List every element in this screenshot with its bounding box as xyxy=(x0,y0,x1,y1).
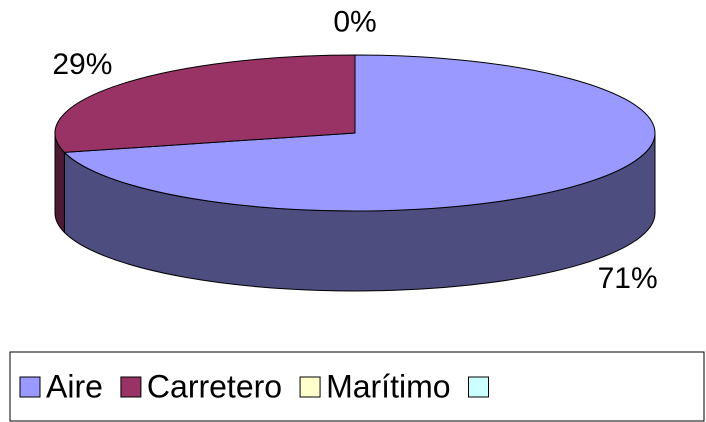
pie xyxy=(54,54,656,292)
legend-label: Aire xyxy=(46,368,103,404)
data-label: 29% xyxy=(52,48,112,81)
legend-label: Marítimo xyxy=(326,368,450,404)
legend-swatch xyxy=(19,376,41,398)
legend-swatch xyxy=(299,376,321,398)
legend-label: Carretero xyxy=(147,368,282,404)
legend-swatch xyxy=(468,376,490,398)
legend-swatch xyxy=(120,376,142,398)
data-label: 71% xyxy=(598,262,658,295)
data-label: 0% xyxy=(333,6,376,39)
pie-slice xyxy=(63,54,656,212)
pie-slice xyxy=(54,54,356,153)
